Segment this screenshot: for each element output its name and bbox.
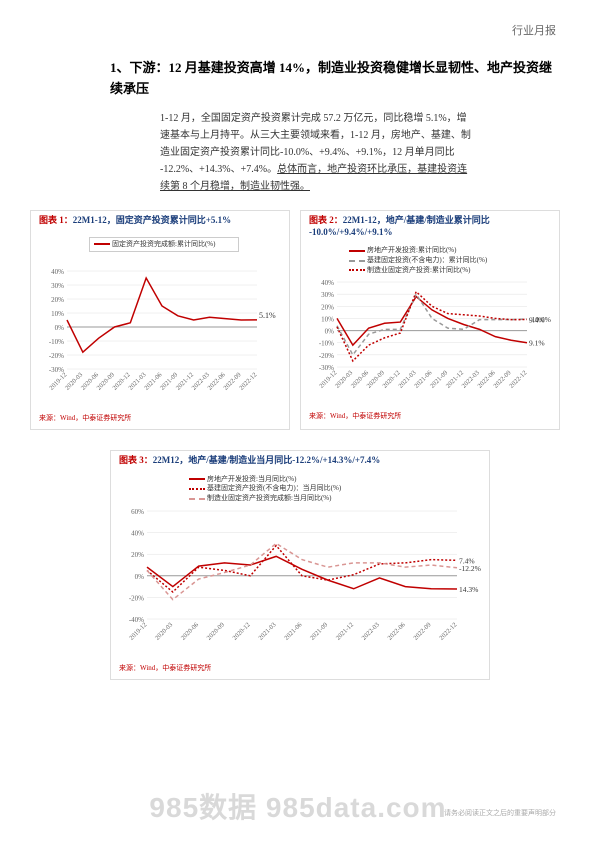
line-swatch bbox=[349, 269, 365, 271]
svg-text:30%: 30% bbox=[51, 282, 64, 290]
svg-text:9.4%: 9.4% bbox=[529, 316, 545, 325]
svg-text:-20%: -20% bbox=[49, 352, 64, 360]
chart-3-title-prefix: 图表 3： bbox=[119, 455, 153, 465]
svg-text:2022-12: 2022-12 bbox=[238, 371, 258, 391]
svg-text:40%: 40% bbox=[321, 279, 334, 287]
chart-2-title-text-l1: 22M1-12，地产/基建/制造业累计同比 bbox=[343, 215, 490, 225]
line-swatch bbox=[349, 260, 365, 262]
line-swatch bbox=[189, 498, 205, 500]
footer-watermark: 985数据 985data.com bbox=[0, 786, 596, 826]
chart-1-legend-label-1: 固定资产投资完成额:累计同比(%) bbox=[112, 240, 215, 248]
para-line-3: 造业固定资产投资累计同比-10.0%、+9.4%、+9.1%，12 月单月同比 bbox=[160, 147, 455, 158]
chart-2-legend-label-1: 房地产开发投资:累计同比(%) bbox=[367, 246, 456, 254]
line-swatch bbox=[189, 488, 205, 490]
svg-text:-20%: -20% bbox=[129, 594, 144, 602]
chart-3-legend: 房地产开发投资:当月同比(%) 基建固定资产投资(不含电力)：当月同比(%) 制… bbox=[189, 475, 477, 504]
para-line-1: 1-12 月，全国固定资产投资累计完成 57.2 万亿元，同比稳增 5.1%，增 bbox=[160, 113, 467, 124]
svg-text:60%: 60% bbox=[131, 508, 144, 516]
svg-text:2020-06: 2020-06 bbox=[180, 621, 201, 642]
chart-1-source: 来源：Wind，中泰证券研究所 bbox=[31, 411, 289, 425]
svg-text:0%: 0% bbox=[55, 324, 65, 332]
chart-2-legend: 房地产开发投资:累计同比(%) 基建固定投资(不含电力)：累计同比(%) 制造业… bbox=[349, 246, 547, 275]
chart-3-legend-label-2: 基建固定资产投资(不含电力)：当月同比(%) bbox=[207, 484, 341, 492]
svg-text:9.1%: 9.1% bbox=[529, 339, 545, 348]
svg-text:-10%: -10% bbox=[319, 340, 334, 348]
chart-3-area: 房地产开发投资:当月同比(%) 基建固定资产投资(不含电力)：当月同比(%) 制… bbox=[119, 475, 481, 661]
chart-3-legend-item-3: 制造业固定资产投资完成额:当月同比(%) bbox=[189, 494, 477, 504]
svg-text:2022-09: 2022-09 bbox=[412, 621, 432, 641]
para-underline-1: 总体而言，地产投资环比承压，基建投资连 bbox=[277, 164, 467, 175]
chart-1-legend-item-1: 固定资产投资完成额:累计同比(%) bbox=[94, 240, 234, 250]
svg-text:2021-12: 2021-12 bbox=[335, 621, 355, 641]
svg-text:40%: 40% bbox=[51, 268, 64, 276]
chart-2-legend-label-3: 制造业固定资产投资:累计同比(%) bbox=[367, 266, 470, 274]
svg-text:20%: 20% bbox=[131, 551, 144, 559]
chart-2: 图表 2：22M1-12，地产/基建/制造业累计同比 -10.0%/+9.4%/… bbox=[300, 210, 560, 430]
svg-text:2020-03: 2020-03 bbox=[154, 621, 174, 641]
svg-text:10%: 10% bbox=[321, 316, 334, 324]
chart-2-title-text-l2: -10.0%/+9.4%/+9.1% bbox=[309, 227, 393, 237]
chart-2-area: 房地产开发投资:累计同比(%) 基建固定投资(不含电力)：累计同比(%) 制造业… bbox=[309, 246, 551, 409]
chart-2-legend-item-3: 制造业固定资产投资:累计同比(%) bbox=[349, 266, 547, 276]
chart-3-title-text: 22M12，地产/基建/制造业当月同比-12.2%/+14.3%/+7.4% bbox=[153, 455, 381, 465]
svg-text:2022-06: 2022-06 bbox=[386, 621, 407, 642]
svg-text:2019-12: 2019-12 bbox=[128, 621, 148, 641]
chart-3-legend-label-3: 制造业固定资产投资完成额:当月同比(%) bbox=[207, 494, 331, 502]
chart-1-area: 固定资产投资完成额:累计同比(%) -30%-20%-10%0%10%20%30… bbox=[39, 235, 281, 411]
chart-2-legend-item-2: 基建固定投资(不含电力)：累计同比(%) bbox=[349, 256, 547, 266]
svg-text:40%: 40% bbox=[131, 529, 144, 537]
chart-1-title-prefix: 图表 1： bbox=[39, 215, 73, 225]
svg-text:20%: 20% bbox=[321, 304, 334, 312]
chart-3: 图表 3：22M12，地产/基建/制造业当月同比-12.2%/+14.3%/+7… bbox=[110, 450, 490, 680]
chart-2-legend-item-1: 房地产开发投资:累计同比(%) bbox=[349, 246, 547, 256]
svg-text:2020-12: 2020-12 bbox=[231, 621, 251, 641]
svg-text:14.3%: 14.3% bbox=[459, 585, 478, 594]
chart-1-legend: 固定资产投资完成额:累计同比(%) bbox=[89, 237, 239, 253]
chart-2-title: 图表 2：22M1-12，地产/基建/制造业累计同比 -10.0%/+9.4%/… bbox=[301, 211, 559, 242]
line-swatch bbox=[349, 250, 365, 252]
chart-1: 图表 1：22M1-12，固定资产投资累计同比+5.1% 固定资产投资完成额:累… bbox=[30, 210, 290, 430]
svg-text:-20%: -20% bbox=[319, 352, 334, 360]
chart-1-title-text: 22M1-12，固定资产投资累计同比+5.1% bbox=[73, 215, 231, 225]
svg-text:2021-06: 2021-06 bbox=[283, 621, 304, 642]
svg-text:2021-03: 2021-03 bbox=[257, 621, 277, 641]
chart-2-source: 来源：Wind，中泰证券研究所 bbox=[301, 409, 559, 423]
chart-3-legend-item-1: 房地产开发投资:当月同比(%) bbox=[189, 475, 477, 485]
svg-text:5.1%: 5.1% bbox=[259, 311, 276, 320]
chart-3-legend-item-2: 基建固定资产投资(不含电力)：当月同比(%) bbox=[189, 484, 477, 494]
para-line-4: -12.2%、+14.3%、+7.4%。 bbox=[160, 164, 277, 175]
chart-3-title: 图表 3：22M12，地产/基建/制造业当月同比-12.2%/+14.3%/+7… bbox=[111, 451, 489, 471]
svg-text:0%: 0% bbox=[325, 328, 335, 336]
svg-text:-10%: -10% bbox=[49, 338, 64, 346]
svg-text:2020-09: 2020-09 bbox=[206, 621, 226, 641]
svg-text:0%: 0% bbox=[135, 572, 145, 580]
chart-2-legend-label-2: 基建固定投资(不含电力)：累计同比(%) bbox=[367, 256, 487, 264]
para-underline-2: 续第 8 个月稳增，制造业韧性强。 bbox=[160, 181, 310, 192]
body-paragraph: 1-12 月，全国固定资产投资累计完成 57.2 万亿元，同比稳增 5.1%，增… bbox=[160, 110, 548, 195]
line-swatch bbox=[189, 478, 205, 480]
svg-text:2022-12: 2022-12 bbox=[438, 621, 458, 641]
svg-text:2021-09: 2021-09 bbox=[309, 621, 329, 641]
svg-text:30%: 30% bbox=[321, 292, 334, 300]
chart-3-source: 来源：Wind，中泰证券研究所 bbox=[111, 661, 489, 675]
chart-2-title-prefix: 图表 2： bbox=[309, 215, 343, 225]
svg-text:2022-12: 2022-12 bbox=[508, 370, 528, 390]
para-line-2: 速基本与上月持平。从三大主要领域来看，1-12 月，房地产、基建、制 bbox=[160, 130, 471, 141]
svg-text:-12.2%: -12.2% bbox=[459, 563, 481, 572]
header-category: 行业月报 bbox=[512, 22, 556, 38]
chart-3-legend-label-1: 房地产开发投资:当月同比(%) bbox=[207, 475, 296, 483]
section-title-text: 12 月基建投资高增 14%，制造业投资稳健增长显韧性、地产投资继续承压 bbox=[110, 60, 552, 96]
section-number: 1、下游： bbox=[110, 60, 169, 75]
section-title: 1、下游：12 月基建投资高增 14%，制造业投资稳健增长显韧性、地产投资继续承… bbox=[110, 58, 556, 100]
svg-text:10%: 10% bbox=[51, 310, 64, 318]
svg-text:20%: 20% bbox=[51, 296, 64, 304]
chart-1-title: 图表 1：22M1-12，固定资产投资累计同比+5.1% bbox=[31, 211, 289, 231]
svg-text:2022-03: 2022-03 bbox=[361, 621, 381, 641]
chart-1-svg: -30%-20%-10%0%10%20%30%40%2019-122020-03… bbox=[39, 235, 283, 411]
line-swatch bbox=[94, 243, 110, 245]
